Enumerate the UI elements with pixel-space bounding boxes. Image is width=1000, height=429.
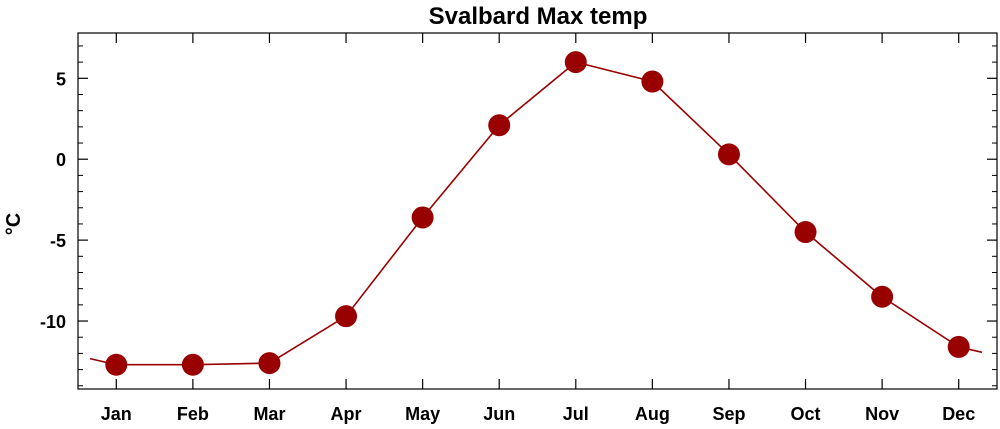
y-tick-label: -10 <box>40 312 66 332</box>
data-point <box>564 51 587 74</box>
y-axis-label: °C <box>3 213 25 235</box>
plot-border <box>77 32 998 390</box>
x-tick-label: Oct <box>791 404 821 424</box>
x-tick-label: Jun <box>483 404 515 424</box>
series-temperature <box>89 51 983 376</box>
x-tick-label: May <box>405 404 440 424</box>
x-tick-label: Mar <box>253 404 285 424</box>
x-tick-label: Feb <box>177 404 209 424</box>
data-point <box>794 221 817 244</box>
x-tick-label: Jul <box>563 404 589 424</box>
data-point <box>871 285 894 308</box>
x-tick-label: Dec <box>942 404 975 424</box>
x-tick-label: Aug <box>635 404 670 424</box>
y-tick-label: 5 <box>56 69 66 89</box>
data-point <box>641 70 664 93</box>
data-point <box>411 206 434 229</box>
data-point <box>947 335 970 358</box>
series-line <box>89 61 983 366</box>
data-point <box>105 353 128 376</box>
plot-frame <box>77 32 998 390</box>
data-point <box>258 352 281 375</box>
x-tick-label: Nov <box>865 404 899 424</box>
y-tick-label: -5 <box>50 231 66 251</box>
chart-title: Svalbard Max temp <box>429 3 648 30</box>
x-tick-label: Sep <box>712 404 745 424</box>
data-point <box>488 114 511 137</box>
y-tick-label: 0 <box>56 150 66 170</box>
axis-ticks <box>78 33 997 389</box>
data-point <box>717 143 740 166</box>
data-point <box>335 305 358 328</box>
tick-labels: Jan Feb Mar Apr May Jun Jul Aug Sep Oct Nov Dec 5 0 -5… <box>40 69 975 424</box>
data-point <box>181 353 204 376</box>
x-tick-label: Apr <box>331 404 362 424</box>
x-tick-label: Jan <box>101 404 132 424</box>
